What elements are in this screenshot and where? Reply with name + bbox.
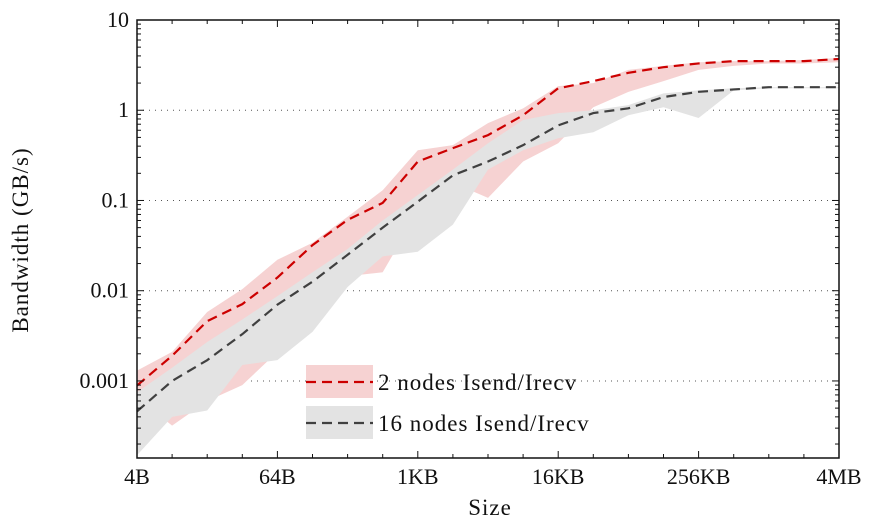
series-line-2-nodes — [136, 57, 840, 387]
x-tick-label: 256KB — [667, 464, 731, 489]
y-tick-label: 0.001 — [80, 368, 130, 393]
series-line-16-nodes — [136, 86, 839, 413]
legend-label-16-nodes: 16 nodes Isend/Irecv — [378, 411, 590, 436]
x-tick-labels: 4B 64B 1KB 16KB 256KB 4MB — [124, 464, 861, 489]
legend-label-2-nodes: 2 nodes Isend/Irecv — [378, 370, 577, 395]
y-tick-label: 10 — [107, 7, 129, 32]
series-lines — [136, 57, 840, 413]
axis-ticks — [136, 19, 840, 458]
x-tick-label: 1KB — [397, 464, 439, 489]
y-axis-label: Bandwidth (GB/s) — [8, 147, 33, 332]
x-tick-label: 16KB — [532, 464, 585, 489]
y-tick-label: 0.1 — [102, 187, 130, 212]
x-tick-label: 4B — [124, 464, 150, 489]
y-tick-label: 1 — [118, 97, 129, 122]
y-tick-label: 0.01 — [91, 278, 130, 303]
x-tick-label: 4MB — [816, 464, 861, 489]
variance-bands — [137, 57, 839, 456]
legend: 2 nodes Isend/Irecv 16 nodes Isend/Irecv — [306, 365, 590, 439]
x-tick-label: 64B — [259, 464, 296, 489]
x-axis-label: Size — [468, 495, 512, 520]
y-tick-labels: 0.001 0.01 0.1 1 10 — [80, 7, 130, 393]
